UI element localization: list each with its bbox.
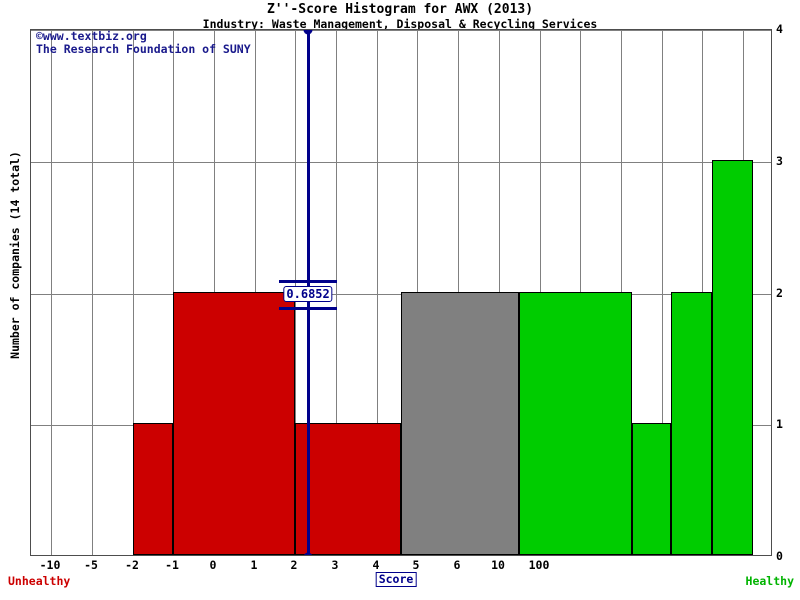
x-axis-tick-label: -5 <box>84 558 98 572</box>
histogram-bar <box>133 423 173 555</box>
unhealthy-legend-label: Unhealthy <box>8 574 71 588</box>
marker-value-label: 0.6852 <box>283 285 333 302</box>
x-axis-tick-label: 4 <box>372 558 380 572</box>
marker-cap <box>279 307 338 311</box>
histogram-bar <box>519 291 632 555</box>
vertical-gridline <box>377 30 378 555</box>
histogram-bar <box>295 423 401 555</box>
y-axis-tick-label: 2 <box>776 285 783 300</box>
x-axis-tick-label: 100 <box>528 558 550 572</box>
x-axis-tick-label: 1 <box>250 558 258 572</box>
x-axis-tick-label: 6 <box>453 558 461 572</box>
x-axis-tick-label: -10 <box>39 558 61 572</box>
horizontal-gridline <box>31 30 771 31</box>
y-axis-tick-label: 4 <box>776 22 783 36</box>
x-axis-tick-label: 5 <box>412 558 420 572</box>
vertical-gridline <box>92 30 93 555</box>
horizontal-gridline <box>31 161 771 163</box>
y-axis-tick-label: 0 <box>776 549 783 563</box>
vertical-gridline <box>51 30 52 555</box>
x-axis-tick-label: -2 <box>125 558 139 572</box>
x-axis-tick-label: 0 <box>209 558 217 572</box>
histogram-bar <box>401 291 519 555</box>
marker-endpoint-dot <box>303 30 313 35</box>
histogram-bar <box>712 159 753 555</box>
marker-endpoint-dot <box>303 552 313 555</box>
x-axis-tick-label: 2 <box>290 558 298 572</box>
watermark-line1: ©www.textbiz.org <box>36 29 147 43</box>
y-axis-label: Number of companies (14 total) <box>8 151 22 359</box>
histogram-bar <box>173 291 295 555</box>
chart-subtitle: Industry: Waste Management, Disposal & R… <box>202 17 598 31</box>
vertical-gridline <box>662 30 663 555</box>
x-axis-tick-label: 10 <box>491 558 505 572</box>
marker-cap <box>279 279 338 283</box>
score-axis-label: Score <box>375 572 417 587</box>
y-axis-tick-label: 1 <box>776 417 783 432</box>
vertical-gridline <box>133 30 134 555</box>
chart-title: Z''-Score Histogram for AWX (2013) <box>266 2 534 17</box>
watermark-line2: The Research Foundation of SUNY <box>36 42 251 56</box>
x-axis-tick-label: 3 <box>331 558 339 572</box>
y-axis-tick-label: 3 <box>776 153 783 168</box>
healthy-legend-label: Healthy <box>745 574 794 588</box>
plot-area: 0.6852 <box>30 29 772 556</box>
histogram-bar <box>632 423 671 555</box>
histogram-bar <box>671 291 712 555</box>
x-axis-tick-label: -1 <box>165 558 179 572</box>
vertical-gridline <box>336 30 337 555</box>
watermark-text: ©www.textbiz.org The Research Foundation… <box>36 30 251 56</box>
